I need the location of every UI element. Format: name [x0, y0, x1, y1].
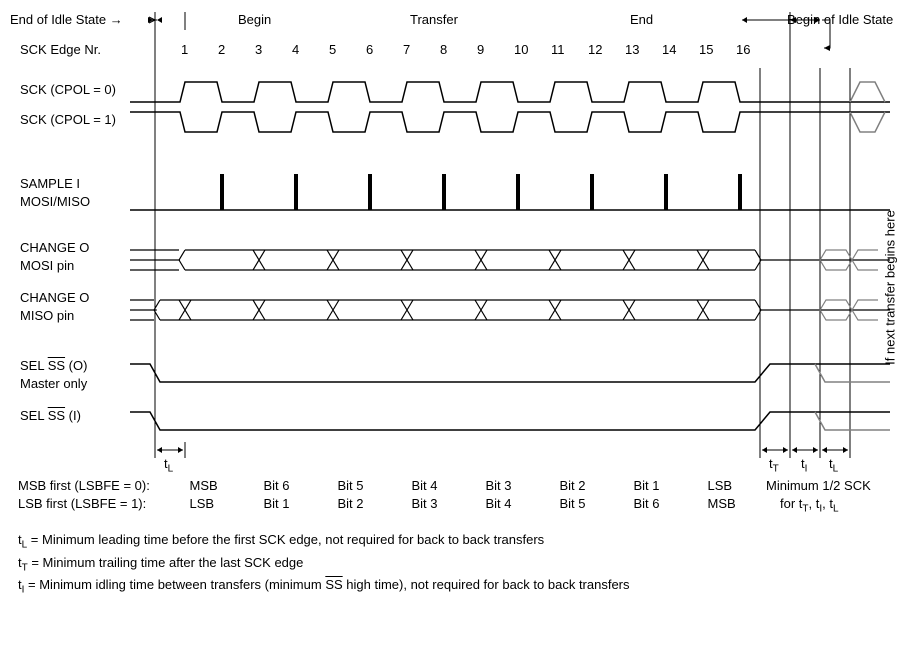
change-o-miso-label: CHANGE O	[20, 290, 89, 305]
end-idle-label: End of Idle State →	[10, 12, 123, 27]
mosi-pin-label: MOSI pin	[20, 258, 74, 273]
footnote-tL: tL = Minimum leading time before the fir…	[18, 530, 630, 553]
edge-number: 11	[551, 42, 565, 57]
bit-label: Bit 2	[338, 496, 364, 511]
sck-cpol0-label: SCK (CPOL = 0)	[20, 82, 116, 97]
edge-number: 14	[662, 42, 676, 57]
sel-ss-i-label: SEL SS (I)	[20, 408, 81, 423]
min-half-sck-for: for tT, tI, tL	[780, 496, 839, 515]
bit-label: Bit 6	[634, 496, 660, 511]
edge-number: 3	[255, 42, 262, 57]
edge-number: 9	[477, 42, 484, 57]
bit-label: Bit 3	[412, 496, 438, 511]
sample-i-label: SAMPLE I	[20, 176, 80, 191]
bit-label: Bit 1	[264, 496, 290, 511]
bit-label: Bit 5	[560, 496, 586, 511]
bit-row-leader: LSB first (LSBFE = 1):	[18, 496, 146, 511]
begin-idle-label: Begin of Idle State	[787, 12, 893, 27]
edge-number: 2	[218, 42, 225, 57]
change-o-mosi-label: CHANGE O	[20, 240, 89, 255]
bit-label: MSB	[708, 496, 736, 511]
timing-label: tL	[829, 456, 838, 475]
bit-label: Bit 6	[264, 478, 290, 493]
next-transfer-label: If next transfer begins here	[883, 198, 898, 378]
bit-label: Bit 4	[412, 478, 438, 493]
sck-cpol1-label: SCK (CPOL = 1)	[20, 112, 116, 127]
edge-number: 4	[292, 42, 299, 57]
footnotes: tL = Minimum leading time before the fir…	[18, 530, 630, 598]
bit-label: Bit 2	[560, 478, 586, 493]
end-label: End	[630, 12, 653, 27]
edge-number: 5	[329, 42, 336, 57]
begin-label: Begin	[238, 12, 271, 27]
footnote-tI: tI = Minimum idling time between transfe…	[18, 575, 630, 598]
edge-number: 16	[736, 42, 750, 57]
bit-label: Bit 3	[486, 478, 512, 493]
edge-number: 8	[440, 42, 447, 57]
edge-number: 6	[366, 42, 373, 57]
waveform-svg	[10, 10, 892, 490]
sck-edge-nr-label: SCK Edge Nr.	[20, 42, 101, 57]
edge-number: 10	[514, 42, 528, 57]
edge-number: 15	[699, 42, 713, 57]
edge-number: 7	[403, 42, 410, 57]
min-half-sck: Minimum 1/2 SCK	[766, 478, 871, 493]
footnote-tT: tT = Minimum trailing time after the las…	[18, 553, 630, 576]
timing-diagram: End of Idle State → Begin Transfer End B…	[10, 10, 892, 644]
bit-label: MSB	[190, 478, 218, 493]
miso-pin-label: MISO pin	[20, 308, 74, 323]
sel-ss-o-label: SEL SS (O)	[20, 358, 87, 373]
bit-label: LSB	[708, 478, 733, 493]
mosi-miso-label: MOSI/MISO	[20, 194, 90, 209]
bit-label: Bit 1	[634, 478, 660, 493]
master-only-label: Master only	[20, 376, 87, 391]
bit-label: Bit 4	[486, 496, 512, 511]
bit-label: LSB	[190, 496, 215, 511]
edge-number: 1	[181, 42, 188, 57]
bit-label: Bit 5	[338, 478, 364, 493]
edge-number: 12	[588, 42, 602, 57]
edge-number: 13	[625, 42, 639, 57]
timing-label: tT	[769, 456, 779, 475]
bit-row-leader: MSB first (LSBFE = 0):	[18, 478, 150, 493]
timing-label: tL	[164, 456, 173, 475]
timing-label: tI	[801, 456, 807, 475]
transfer-label: Transfer	[410, 12, 458, 27]
